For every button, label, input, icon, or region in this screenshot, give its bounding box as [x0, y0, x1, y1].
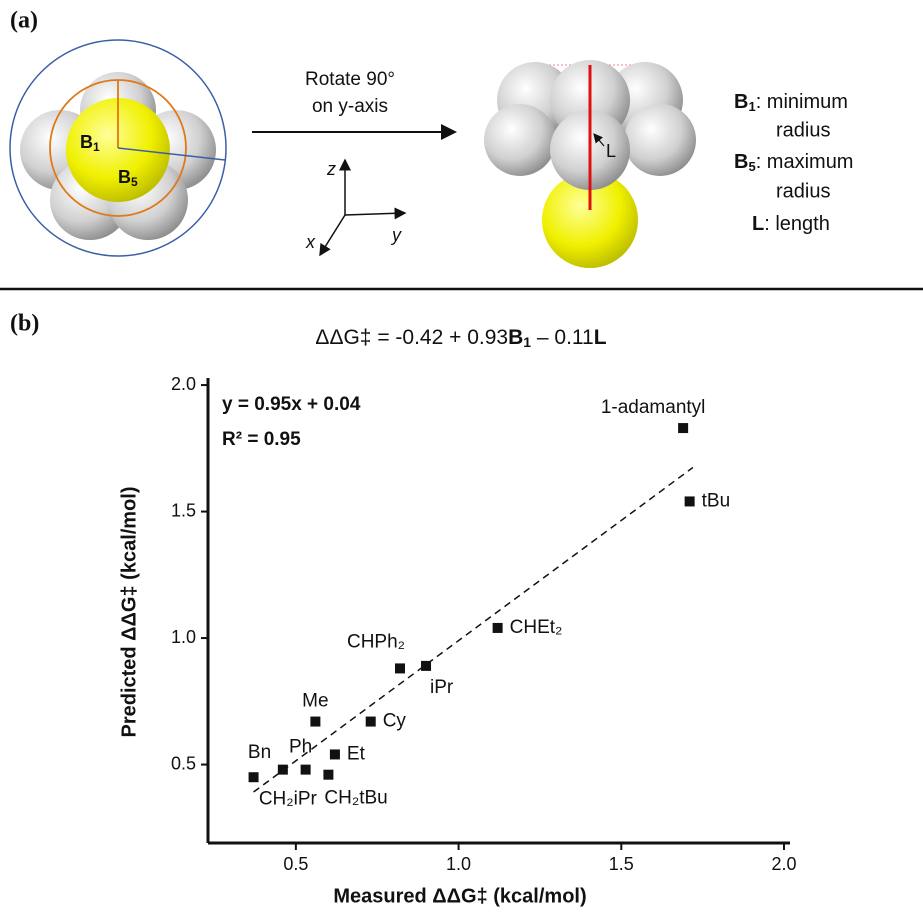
figure: (a) B1 B5 Rotate 90° on y-axis z y x L B… [0, 0, 923, 916]
point [678, 423, 688, 433]
left-molecule [10, 40, 226, 256]
point [395, 663, 405, 673]
legend-entry: radius [776, 180, 830, 202]
x-tick-label: 2.0 [771, 854, 796, 874]
axis-glyph-label: z [326, 159, 336, 179]
point-label: Et [347, 743, 366, 764]
point-label: iPr [430, 677, 454, 698]
legend-entry: B1: minimum [734, 91, 848, 114]
x-tick-label: 1.5 [609, 854, 634, 874]
point [310, 717, 320, 727]
point [330, 749, 340, 759]
point-label: Me [302, 691, 328, 712]
point [301, 765, 311, 775]
point-label: CH₂tBu [324, 788, 387, 809]
y-tick-label: 0.5 [171, 753, 196, 773]
point-label: CH₂iPr [259, 789, 318, 810]
annotation: y = 0.95x + 0.04 [222, 394, 361, 415]
y-axis-title: Predicted ΔΔG‡ (kcal/mol) [118, 486, 140, 737]
x-axis-title: Measured ΔΔG‡ (kcal/mol) [333, 885, 586, 907]
chart-title: ΔΔG‡ = -0.42 + 0.93B1 – 0.11L [315, 326, 606, 350]
point [323, 770, 333, 780]
fit-line [254, 468, 693, 792]
point-label: CHEt₂ [510, 617, 563, 638]
legend-entry: L: length [752, 213, 830, 235]
point [685, 496, 695, 506]
y-tick-label: 1.5 [171, 500, 196, 520]
point [278, 765, 288, 775]
legend-entry: B5: maximum [734, 151, 853, 174]
legend-entry: radius [776, 119, 830, 141]
point [366, 717, 376, 727]
y-tick-label: 2.0 [171, 374, 196, 394]
point-label: CHPh₂ [347, 631, 405, 652]
annotation: R² = 0.95 [222, 429, 301, 450]
point-label: Cy [383, 711, 407, 732]
x-tick-label: 0.5 [283, 854, 308, 874]
point-label: Ph [289, 737, 312, 758]
panel-label: (a) [10, 8, 38, 34]
point [249, 772, 259, 782]
arrow-text: on y-axis [312, 96, 388, 117]
y-tick-label: 1.0 [171, 627, 196, 647]
right-molecule [484, 60, 696, 268]
l-marker: L [606, 141, 616, 161]
point-label: 1-adamantyl [601, 397, 706, 418]
point [421, 661, 431, 671]
axis-glyph-label: y [390, 225, 402, 245]
point [493, 623, 503, 633]
point-label: Bn [248, 742, 271, 763]
axis-glyph-label: x [305, 232, 316, 252]
panel-label: (b) [10, 311, 39, 337]
x-tick-label: 1.0 [446, 854, 471, 874]
point-label: tBu [702, 490, 731, 511]
arrow-text: Rotate 90° [305, 69, 395, 90]
